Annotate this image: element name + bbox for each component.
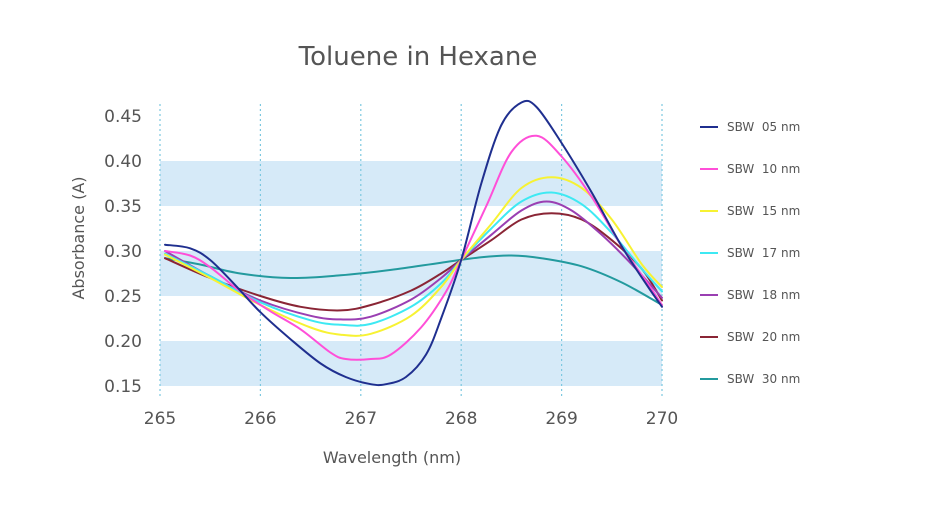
- legend-label: SBW 18 nm: [727, 288, 800, 302]
- y-tick-label: 0.25: [104, 287, 142, 307]
- legend: SBW 05 nm SBW 10 nm SBW 15 nm SBW 17 nm SBW …: [700, 120, 800, 386]
- vertical-gridlines: [159, 104, 663, 398]
- series-line-1: [164, 134, 663, 361]
- x-tick-label: 265: [144, 409, 176, 429]
- y-tick-label: 0.45: [104, 107, 142, 127]
- series-line-5: [164, 212, 663, 312]
- y-tick-label: 0.35: [104, 197, 142, 217]
- series-line-6: [164, 254, 663, 306]
- legend-label: SBW 30 nm: [727, 372, 800, 386]
- legend-label: SBW 10 nm: [727, 162, 800, 176]
- y-tick-label: 0.40: [104, 152, 142, 172]
- series-line-4: [164, 200, 663, 321]
- series-lines: [164, 99, 663, 387]
- x-tick-label: 267: [345, 409, 377, 429]
- y-tick-label: 0.20: [104, 332, 142, 352]
- series-line-0: [164, 99, 663, 387]
- x-tick-label: 269: [545, 409, 577, 429]
- x-axis-label: Wavelength (nm): [323, 448, 461, 467]
- x-tick-labels: 265 266 267 268 269 270: [144, 409, 678, 429]
- x-tick-label: 270: [646, 409, 678, 429]
- chart-title: Toluene in Hexane: [298, 42, 538, 72]
- legend-label: SBW 20 nm: [727, 330, 800, 344]
- y-tick-label: 0.15: [104, 377, 142, 397]
- legend-label: SBW 15 nm: [727, 204, 800, 218]
- legend-label: SBW 05 nm: [727, 120, 800, 134]
- y-tick-labels: 0.15 0.20 0.25 0.30 0.35 0.40 0.45: [104, 107, 142, 397]
- x-tick-label: 268: [445, 409, 477, 429]
- y-axis-label: Absorbance (A): [69, 176, 88, 299]
- x-tick-label: 266: [244, 409, 276, 429]
- background-bands: [160, 161, 662, 386]
- y-tick-label: 0.30: [104, 242, 142, 262]
- legend-label: SBW 17 nm: [727, 246, 800, 260]
- background-band-0: [160, 341, 662, 386]
